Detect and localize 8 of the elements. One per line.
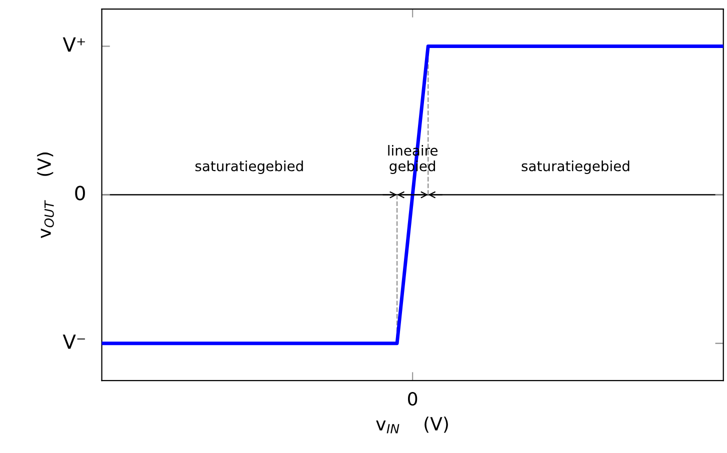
annotation: saturatiegebied xyxy=(522,160,630,174)
text: 0 xyxy=(408,392,418,406)
annotation: saturatiegebied xyxy=(195,160,303,174)
text: v$_{IN}$ (V) xyxy=(376,416,448,434)
text: V⁻ xyxy=(62,334,85,349)
text: 0 xyxy=(75,186,85,200)
text: v$_{OUT}$ (V) xyxy=(37,152,54,238)
text: V⁺ xyxy=(62,37,85,52)
